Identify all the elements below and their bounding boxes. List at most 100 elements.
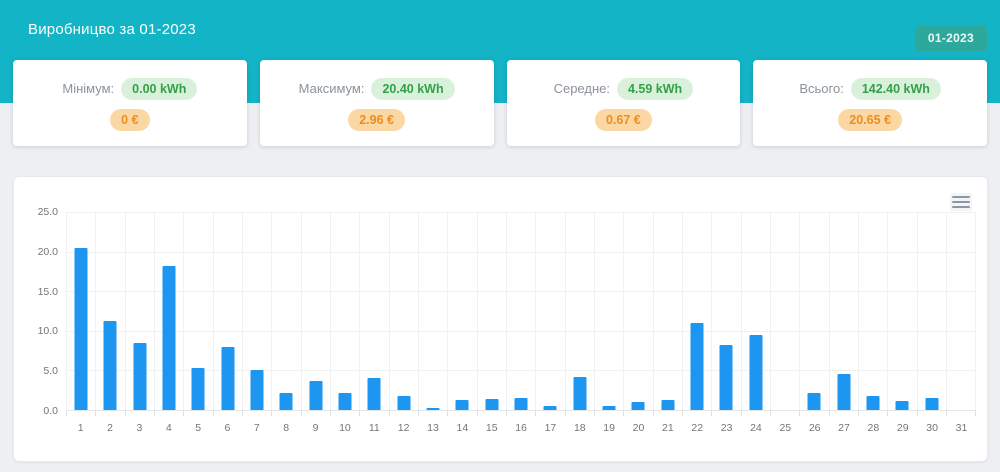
eur-value-badge: 2.96 € (348, 108, 405, 131)
kwh-value-badge: 0.00 kWh (121, 77, 198, 100)
chart-bar[interactable] (631, 402, 645, 410)
x-axis-tick (507, 411, 537, 416)
x-tick-label: 21 (662, 422, 674, 434)
x-tick-label: 2 (107, 422, 113, 434)
x-axis-tick (184, 411, 214, 416)
chart-bar[interactable] (573, 376, 587, 410)
x-tick-label: 15 (485, 422, 498, 434)
chart-bar[interactable] (250, 369, 264, 410)
chart-bar[interactable] (925, 398, 939, 410)
x-tick-label: 13 (427, 422, 439, 434)
x-axis-tick (595, 411, 625, 416)
period-badge-button[interactable]: 01-2023 (914, 25, 987, 51)
gridline (67, 251, 976, 253)
chart-bar[interactable] (221, 346, 235, 410)
x-tick-label: 27 (838, 422, 850, 434)
x-axis-tick (96, 411, 126, 416)
chart-bar[interactable] (543, 406, 557, 410)
x-tick-label: 19 (603, 422, 615, 434)
chart-area (66, 212, 977, 411)
chart-bar[interactable] (895, 400, 909, 410)
chart-column (448, 212, 478, 410)
chart-column (96, 212, 126, 410)
chart-bar[interactable] (661, 399, 675, 410)
chart-column (272, 212, 302, 410)
gridline (67, 370, 976, 372)
chart-column (331, 212, 361, 410)
kwh-value-badge: 20.40 kWh (371, 77, 455, 100)
x-tick-label: 1 (77, 422, 84, 434)
page-title: Виробницво за 01-2023 (28, 21, 196, 38)
chart-column (742, 212, 771, 410)
chart-plot (66, 212, 977, 411)
chart-column (683, 212, 713, 410)
x-axis-tick (742, 411, 771, 416)
x-axis-tick (683, 411, 713, 416)
chart-bar[interactable] (807, 393, 821, 410)
chart-bar[interactable] (426, 407, 440, 410)
x-tick-label: 11 (368, 422, 380, 434)
stat-card-average: Середне: 4.59 kWh 0.67 € (506, 60, 741, 146)
x-tick-label: 28 (867, 422, 880, 434)
y-tick-label: 20.0 (37, 245, 58, 258)
x-axis-tick (214, 411, 243, 416)
chart-column (126, 212, 155, 410)
x-axis-tick (654, 411, 683, 416)
eur-value-badge: 0 € (110, 108, 150, 131)
eur-value-badge: 0.67 € (594, 108, 652, 131)
x-tick-label: 10 (339, 422, 351, 434)
x-tick-label: 25 (779, 422, 792, 434)
x-axis-tick (390, 411, 419, 416)
x-axis-tick (624, 411, 654, 416)
chart-bar[interactable] (719, 345, 733, 410)
hamburger-menu-icon[interactable] (950, 193, 972, 211)
eur-value-badge: 20.65 € (838, 108, 902, 131)
chart-column (830, 212, 859, 410)
chart-bar[interactable] (162, 265, 176, 410)
chart-column (859, 212, 889, 410)
chart-bar[interactable] (602, 406, 616, 410)
chart-bar[interactable] (191, 368, 205, 410)
chart-bar[interactable] (837, 374, 851, 410)
chart-bar[interactable] (866, 395, 880, 410)
stat-line: Максимум: 20.40 kWh (299, 77, 455, 100)
x-axis-tick (830, 411, 859, 416)
chart-column (566, 212, 595, 410)
chart-bar[interactable] (74, 248, 88, 410)
x-axis-tick (771, 411, 801, 416)
x-tick-label: 8 (283, 422, 290, 434)
x-axis-tick (448, 411, 478, 416)
x-tick-label: 26 (808, 422, 821, 434)
chart-bar[interactable] (279, 393, 293, 410)
x-axis-tick (918, 411, 947, 416)
chart-bar[interactable] (690, 322, 704, 410)
chart-bar[interactable] (397, 395, 411, 410)
y-tick-label: 0.0 (43, 405, 58, 417)
chart-column (536, 212, 566, 410)
chart-bar[interactable] (309, 380, 323, 410)
chart-bar[interactable] (485, 398, 499, 410)
chart-bar[interactable] (749, 334, 763, 410)
stat-label: Всього: (799, 81, 844, 96)
stat-line: Всього: 142.40 kWh (799, 77, 941, 100)
chart-bar[interactable] (514, 398, 528, 410)
chart-bar[interactable] (103, 320, 117, 410)
chart-bar[interactable] (367, 378, 381, 410)
gridline (67, 212, 976, 213)
chart-bar[interactable] (133, 342, 147, 410)
x-axis-tick (478, 411, 507, 416)
chart-column (507, 212, 537, 410)
x-axis-tick (66, 411, 97, 416)
chart-bar[interactable] (455, 399, 469, 410)
y-tick-label: 25.0 (37, 206, 58, 218)
x-tick-label: 24 (750, 422, 762, 434)
stat-card-maximum: Максимум: 20.40 kWh 2.96 € (259, 60, 494, 146)
x-tick-label: 22 (691, 422, 704, 434)
stat-card-minimum: Мінімум: 0.00 kWh 0 € (13, 60, 247, 146)
chart-column (947, 212, 977, 410)
chart-bar[interactable] (338, 392, 352, 410)
x-tick-label: 20 (632, 422, 645, 434)
x-axis-tick (859, 411, 889, 416)
chart-column (478, 212, 507, 410)
x-tick-label: 23 (720, 422, 733, 434)
